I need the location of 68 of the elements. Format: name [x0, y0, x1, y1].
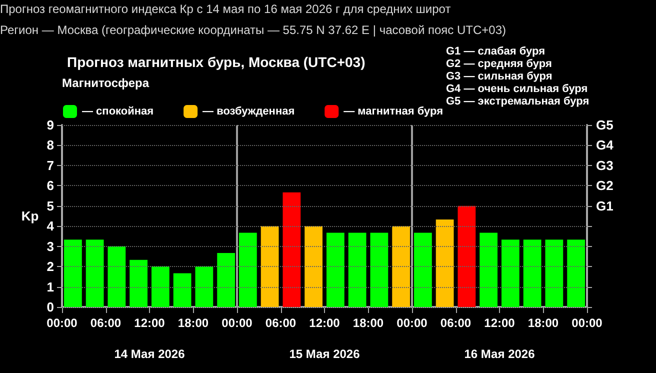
y-tick-label: 8	[46, 138, 54, 153]
text: G5 — экстремальная буря	[446, 96, 590, 108]
text: G4	[596, 138, 614, 153]
text: G3 — сильная буря	[446, 70, 552, 82]
bar	[458, 206, 476, 307]
text: 15 Мая 2026	[289, 347, 360, 361]
bar	[217, 253, 235, 307]
bar	[545, 240, 564, 307]
text: Регион — Москва (географические координаты — 55.75 N 37.62 E | часовой пояс UTC+03)	[0, 23, 506, 37]
y-tick-label: 0	[46, 300, 54, 314]
x-tick-label: 00:00	[396, 316, 428, 330]
text: G5	[596, 118, 614, 132]
legend-label: — магнитная буря	[344, 106, 444, 118]
bar	[130, 260, 148, 307]
bar	[414, 232, 432, 307]
bar	[480, 232, 498, 307]
x-tick-label: 00:00	[222, 316, 253, 330]
y-tick-label: 3	[46, 238, 54, 254]
x-tick-label: 18:00	[178, 316, 209, 330]
x-tick-label: 12:00	[134, 316, 166, 330]
bar	[260, 226, 279, 307]
y-tick-label: 2	[46, 259, 54, 274]
x-tick-label: 06:00	[265, 316, 296, 330]
y-tick-label: 1	[46, 279, 54, 294]
bar	[173, 273, 192, 307]
text: 16 Мая 2026	[464, 347, 536, 361]
text: Прогноз геомагнитного индекса Кр с 14 мая по 16 мая 2026 г для средних широт	[0, 2, 452, 16]
bar	[436, 219, 454, 307]
y-tick-label: 5	[46, 198, 54, 214]
bar	[86, 240, 104, 307]
bar	[370, 232, 388, 307]
legend-title: Магнитосфера	[62, 76, 150, 90]
x-tick-label: 18:00	[352, 316, 384, 330]
x-tick-label: 06:00	[440, 316, 472, 330]
text: G3	[596, 158, 614, 173]
y-axis-title: Kp	[21, 208, 39, 224]
x-tick-label: 00:00	[572, 316, 603, 330]
bar	[523, 240, 542, 307]
text: G2	[596, 178, 614, 194]
chart-title: Прогноз магнитных бурь, Москва (UTC+03)	[67, 54, 366, 70]
text: G4 — очень сильная буря	[446, 83, 588, 95]
bar	[326, 232, 344, 307]
y-tick-label: 6	[46, 178, 54, 194]
text: G1 — слабая буря	[446, 46, 546, 58]
x-tick-label: 00:00	[46, 316, 78, 330]
y-tick-label: 4	[46, 218, 55, 234]
x-tick-label: 12:00	[309, 316, 340, 330]
legend-label: — возбужденная	[202, 106, 295, 118]
bar	[195, 266, 214, 307]
bar	[502, 240, 520, 307]
x-tick-label: 18:00	[528, 316, 559, 330]
legend-label: — спокойная	[82, 106, 154, 118]
y-tick-label: 9	[46, 118, 54, 132]
bar	[108, 246, 126, 307]
text: 14 Мая 2026	[114, 347, 186, 361]
bar	[239, 232, 257, 307]
bar	[152, 266, 170, 307]
bar	[348, 232, 366, 307]
bar	[64, 240, 82, 307]
bar	[304, 226, 322, 307]
bar	[567, 240, 585, 307]
text: G1	[596, 198, 614, 214]
x-tick-label: 06:00	[90, 316, 122, 330]
text: G2 — средняя буря	[446, 58, 552, 70]
bar	[392, 226, 410, 307]
bar	[282, 192, 301, 307]
y-tick-label: 7	[46, 158, 54, 173]
x-tick-label: 12:00	[484, 316, 516, 330]
